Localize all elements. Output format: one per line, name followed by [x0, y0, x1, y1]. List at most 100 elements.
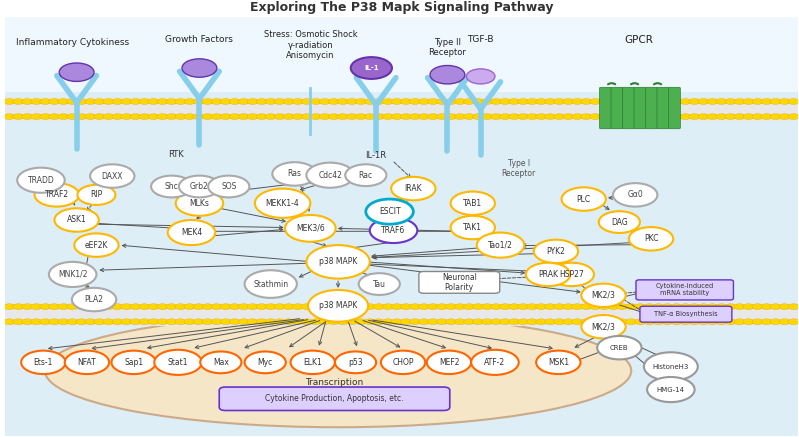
Circle shape	[400, 319, 411, 325]
Circle shape	[689, 99, 700, 104]
Circle shape	[689, 319, 700, 325]
Circle shape	[112, 350, 156, 374]
Circle shape	[211, 99, 222, 104]
Circle shape	[103, 114, 114, 119]
Circle shape	[572, 304, 582, 309]
Text: Myc: Myc	[257, 358, 272, 367]
Circle shape	[94, 319, 105, 325]
Circle shape	[202, 304, 213, 309]
Circle shape	[121, 319, 132, 325]
Circle shape	[581, 114, 592, 119]
Circle shape	[356, 99, 367, 104]
Text: TRADD: TRADD	[28, 176, 54, 185]
Text: IL-1R: IL-1R	[366, 151, 387, 160]
Circle shape	[572, 99, 582, 104]
Circle shape	[626, 114, 637, 119]
Circle shape	[182, 59, 217, 77]
Circle shape	[103, 319, 114, 325]
Circle shape	[229, 99, 240, 104]
Circle shape	[509, 319, 519, 325]
FancyBboxPatch shape	[219, 387, 450, 410]
Circle shape	[85, 114, 96, 119]
Circle shape	[364, 319, 376, 325]
Circle shape	[179, 176, 220, 198]
Text: CHOP: CHOP	[392, 358, 414, 367]
Circle shape	[67, 319, 78, 325]
Circle shape	[193, 304, 205, 309]
Circle shape	[743, 319, 754, 325]
Circle shape	[671, 319, 682, 325]
Circle shape	[291, 350, 335, 374]
Circle shape	[482, 114, 493, 119]
Circle shape	[22, 319, 33, 325]
Circle shape	[518, 99, 529, 104]
Circle shape	[328, 319, 340, 325]
Circle shape	[761, 114, 772, 119]
Circle shape	[85, 99, 96, 104]
Text: TRAF2: TRAF2	[45, 191, 69, 199]
Circle shape	[255, 189, 310, 218]
Circle shape	[22, 114, 33, 119]
Circle shape	[644, 352, 698, 381]
Text: TNF-α Biosynthesis: TNF-α Biosynthesis	[654, 311, 718, 317]
Circle shape	[572, 114, 582, 119]
FancyBboxPatch shape	[611, 87, 623, 129]
Text: MSK1: MSK1	[548, 358, 569, 367]
Text: Cdc42: Cdc42	[318, 171, 342, 180]
Circle shape	[725, 304, 736, 309]
Circle shape	[409, 319, 420, 325]
Circle shape	[356, 114, 367, 119]
Circle shape	[608, 99, 619, 104]
Circle shape	[244, 270, 297, 298]
Circle shape	[707, 99, 718, 104]
Circle shape	[274, 99, 285, 104]
Circle shape	[770, 304, 781, 309]
Text: DAXX: DAXX	[101, 172, 123, 180]
Circle shape	[779, 304, 790, 309]
Circle shape	[72, 288, 116, 311]
Circle shape	[211, 304, 222, 309]
Text: MNK1/2: MNK1/2	[58, 270, 87, 279]
Text: PLC: PLC	[577, 194, 590, 204]
Circle shape	[328, 114, 340, 119]
Circle shape	[238, 99, 249, 104]
Circle shape	[166, 114, 177, 119]
Circle shape	[598, 304, 610, 309]
Circle shape	[436, 319, 447, 325]
Circle shape	[337, 114, 348, 119]
Circle shape	[13, 319, 24, 325]
Circle shape	[617, 114, 628, 119]
Circle shape	[680, 304, 691, 309]
Circle shape	[725, 99, 736, 104]
Text: PLA2: PLA2	[85, 295, 104, 304]
Circle shape	[40, 99, 51, 104]
Circle shape	[310, 304, 321, 309]
Circle shape	[383, 99, 393, 104]
Circle shape	[788, 99, 799, 104]
Circle shape	[463, 114, 475, 119]
Circle shape	[671, 304, 682, 309]
Circle shape	[49, 99, 60, 104]
Circle shape	[644, 114, 655, 119]
Circle shape	[346, 304, 357, 309]
Text: MEK3/6: MEK3/6	[296, 224, 324, 233]
FancyBboxPatch shape	[634, 87, 646, 129]
Circle shape	[370, 218, 417, 243]
Circle shape	[292, 319, 304, 325]
Text: MLKs: MLKs	[189, 199, 209, 208]
Circle shape	[698, 319, 709, 325]
Circle shape	[788, 114, 799, 119]
Circle shape	[301, 319, 312, 325]
Circle shape	[166, 319, 177, 325]
Circle shape	[761, 304, 772, 309]
Circle shape	[734, 114, 745, 119]
Circle shape	[455, 319, 466, 325]
Circle shape	[499, 304, 511, 309]
Circle shape	[527, 114, 538, 119]
Text: Cytokine Production, Apoptosis, etc.: Cytokine Production, Apoptosis, etc.	[265, 394, 403, 403]
Circle shape	[247, 319, 258, 325]
Text: RIP: RIP	[90, 191, 102, 199]
Circle shape	[598, 211, 640, 233]
Circle shape	[635, 319, 646, 325]
Circle shape	[427, 350, 471, 374]
